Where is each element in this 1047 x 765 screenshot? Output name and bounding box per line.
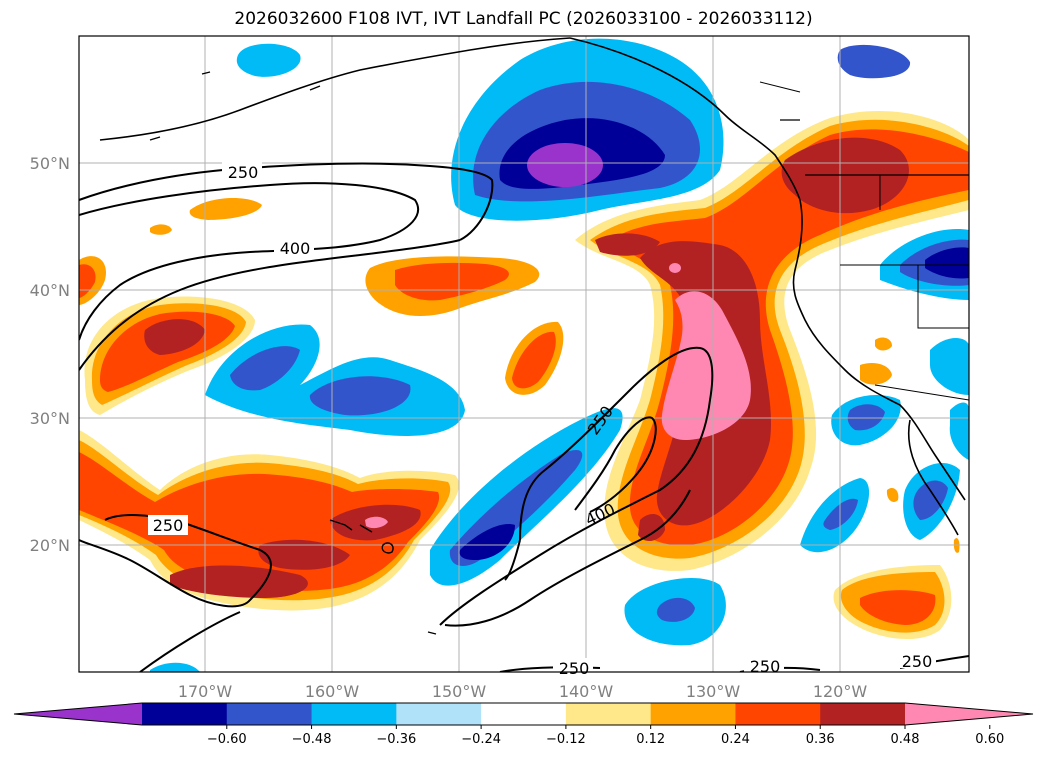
lat-label-50n: 50°N	[30, 154, 70, 173]
negative-region-central	[150, 229, 969, 672]
latitude-labels: 50°N 40°N 30°N 20°N	[30, 154, 70, 555]
colorbar-tick-label: 0.36	[806, 732, 835, 747]
lon-label-150w: 150°W	[432, 682, 487, 701]
colorbar-tick-label: −0.24	[461, 732, 501, 747]
lon-label-160w: 160°W	[305, 682, 360, 701]
islands	[149, 71, 437, 635]
lat-label-30n: 30°N	[30, 409, 70, 428]
lat-label-40n: 40°N	[30, 281, 70, 300]
colorbar: −0.60 −0.48 −0.36 −0.24 −0.12 0.12 0.24 0.36 0.4…	[13, 702, 1034, 747]
positive-region-plume	[575, 110, 969, 571]
colorbar-swatch	[396, 703, 482, 725]
colorbar-swatch	[735, 703, 821, 725]
graticule	[79, 36, 969, 672]
contour-label-south-250-b: 250	[750, 657, 781, 676]
colorbar-extend-high	[905, 703, 1033, 725]
colorbar-swatch	[565, 703, 652, 725]
colorbar-outline	[13, 702, 1034, 726]
lat-label-20n: 20°N	[30, 536, 70, 555]
contour-label-north-250: 250	[228, 163, 259, 182]
colorbar-swatch	[650, 703, 736, 725]
colorbar-tick-label: −0.36	[376, 732, 416, 747]
colorbar-tick-label: 0.60	[975, 732, 1004, 747]
positive-region-south	[79, 337, 960, 640]
contour-label-north-400: 400	[280, 239, 311, 258]
colorbar-tick-label: 0.24	[721, 732, 750, 747]
colorbar-tick-label: 0.12	[636, 732, 665, 747]
colorbar-extend-low	[14, 703, 142, 725]
lon-label-130w: 130°W	[686, 682, 741, 701]
colorbar-swatch	[481, 703, 567, 725]
colorbar-swatch	[142, 703, 228, 725]
colorbar-swatch	[311, 703, 397, 725]
shaded-field	[79, 38, 969, 672]
lon-label-170w: 170°W	[178, 682, 233, 701]
map-title: 2026032600 F108 IVT, IVT Landfall PC (20…	[234, 9, 813, 29]
longitude-labels: 170°W 160°W 150°W 140°W 130°W 120°W	[178, 682, 868, 701]
lon-label-120w: 120°W	[813, 682, 868, 701]
contour-label-west-250: 250	[153, 516, 184, 535]
colorbar-tick-label: −0.48	[292, 732, 332, 747]
colorbar-tick-label: −0.12	[546, 732, 586, 747]
negative-region-north	[236, 38, 911, 221]
coastlines	[99, 37, 969, 536]
map-frame	[78, 35, 970, 673]
positive-region-west	[79, 198, 564, 415]
colorbar-swatch	[226, 703, 313, 725]
colorbar-tick-label: −0.60	[207, 732, 247, 747]
colorbar-tick-label: 0.48	[891, 732, 920, 747]
contour-label-south-250-a: 250	[559, 659, 590, 678]
lon-label-140w: 140°W	[559, 682, 614, 701]
colorbar-swatch	[820, 703, 906, 725]
contour-label-south-250-c: 250	[902, 652, 933, 671]
